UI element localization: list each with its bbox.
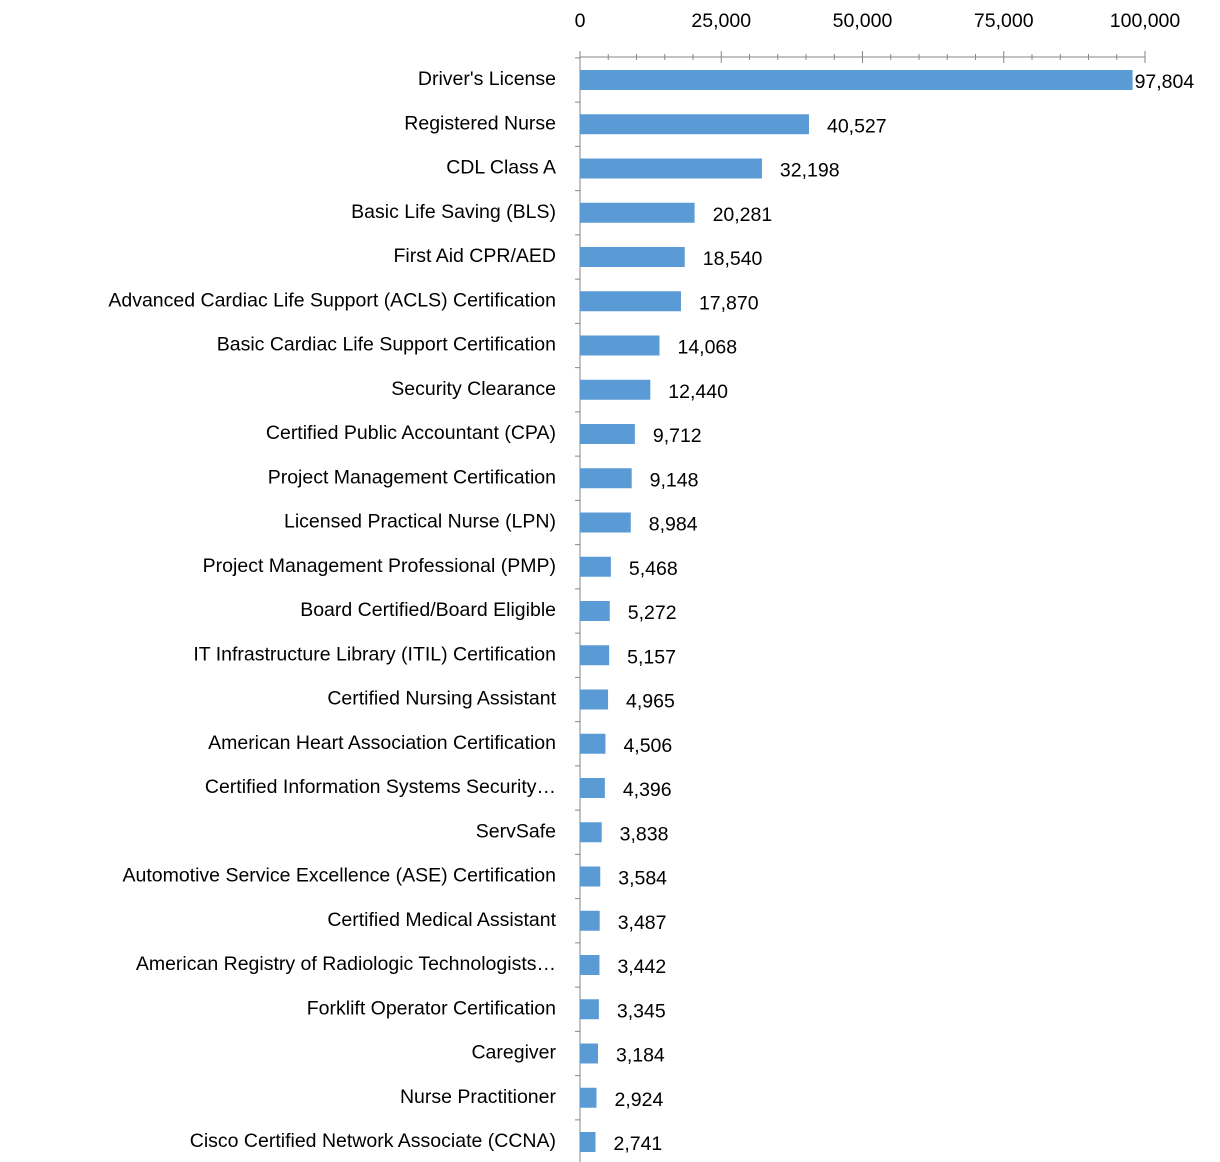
y-tick-label: Licensed Practical Nurse (LPN)	[284, 511, 556, 533]
value-label: 97,804	[1135, 71, 1195, 93]
bar	[580, 468, 632, 489]
y-tick-label: Caregiver	[471, 1042, 556, 1064]
bar	[580, 866, 601, 887]
bar	[580, 158, 762, 179]
y-tick-label: Certified Public Accountant (CPA)	[266, 422, 556, 444]
bar	[580, 424, 635, 444]
y-tick-label: American Heart Association Certification	[208, 732, 556, 754]
y-tick-label: Certified Nursing Assistant	[327, 688, 556, 710]
bar	[580, 778, 605, 798]
value-label: 2,924	[615, 1089, 664, 1111]
value-label: 2,741	[613, 1133, 662, 1155]
value-label: 5,468	[629, 558, 678, 580]
bar	[580, 910, 600, 931]
y-tick-label: Basic Cardiac Life Support Certification	[217, 334, 556, 356]
y-tick-label: Nurse Practitioner	[400, 1086, 557, 1108]
value-label: 40,527	[827, 115, 887, 137]
bar	[580, 1043, 598, 1064]
value-label: 12,440	[668, 381, 728, 403]
value-label: 4,965	[626, 691, 675, 713]
value-label: 3,442	[617, 956, 666, 978]
value-label: 32,198	[780, 160, 840, 182]
y-tick-label: Driver's License	[418, 68, 556, 90]
value-label: 8,984	[649, 514, 698, 536]
y-tick-label: IT Infrastructure Library (ITIL) Certifi…	[193, 643, 556, 665]
y-tick-label: Basic Life Saving (BLS)	[351, 201, 556, 223]
bar	[580, 601, 610, 621]
bar	[580, 1132, 596, 1152]
y-tick-label: Project Management Professional (PMP)	[203, 555, 556, 577]
y-tick-label: Project Management Certification	[268, 466, 556, 488]
bar	[580, 733, 606, 754]
value-label: 17,870	[699, 292, 759, 314]
value-label: 3,487	[618, 912, 667, 934]
y-tick-label: Security Clearance	[391, 378, 556, 400]
y-tick-label: ServSafe	[476, 820, 556, 842]
bar	[580, 556, 611, 577]
bar	[580, 645, 610, 666]
y-tick-label: Certified Information Systems Security…	[205, 776, 556, 798]
value-label: 20,281	[713, 204, 773, 226]
value-label: 9,148	[650, 469, 699, 491]
value-label: 3,345	[617, 1000, 666, 1022]
bar	[580, 335, 660, 356]
bar	[580, 379, 651, 400]
value-label: 18,540	[703, 248, 763, 270]
value-label: 3,184	[616, 1045, 665, 1067]
x-tick-label: 0	[575, 10, 586, 32]
y-tick-label: Forklift Operator Certification	[307, 997, 556, 1019]
bar	[580, 822, 602, 843]
bar	[580, 955, 600, 975]
value-label: 4,396	[623, 779, 672, 801]
value-label: 4,506	[623, 735, 672, 757]
value-label: 5,157	[627, 646, 676, 668]
y-tick-label: Advanced Cardiac Life Support (ACLS) Cer…	[108, 289, 556, 311]
value-label: 5,272	[628, 602, 677, 624]
bar	[580, 689, 609, 710]
x-tick-label: 25,000	[691, 10, 751, 32]
value-label: 3,838	[620, 823, 669, 845]
bar	[580, 1087, 597, 1108]
x-tick-label: 75,000	[974, 10, 1034, 32]
y-tick-label: First Aid CPR/AED	[393, 245, 556, 267]
y-tick-label: Board Certified/Board Eligible	[300, 599, 556, 621]
y-tick-label: American Registry of Radiologic Technolo…	[136, 953, 556, 975]
value-label: 3,584	[618, 868, 667, 890]
bar	[580, 247, 685, 267]
y-tick-label: Certified Medical Assistant	[327, 909, 556, 931]
bar	[580, 512, 631, 533]
bar	[580, 114, 809, 135]
bar	[580, 70, 1133, 90]
x-tick-label: 50,000	[833, 10, 893, 32]
y-tick-label: Automotive Service Excellence (ASE) Cert…	[122, 865, 556, 887]
y-tick-label: CDL Class A	[446, 157, 556, 179]
y-tick-label: Registered Nurse	[404, 112, 556, 134]
value-label: 14,068	[677, 337, 737, 359]
value-label: 9,712	[653, 425, 702, 447]
y-tick-label: Cisco Certified Network Associate (CCNA)	[190, 1130, 556, 1152]
bar	[580, 999, 599, 1020]
bar	[580, 202, 695, 223]
bar	[580, 291, 681, 312]
x-tick-label: 100,000	[1110, 10, 1181, 32]
